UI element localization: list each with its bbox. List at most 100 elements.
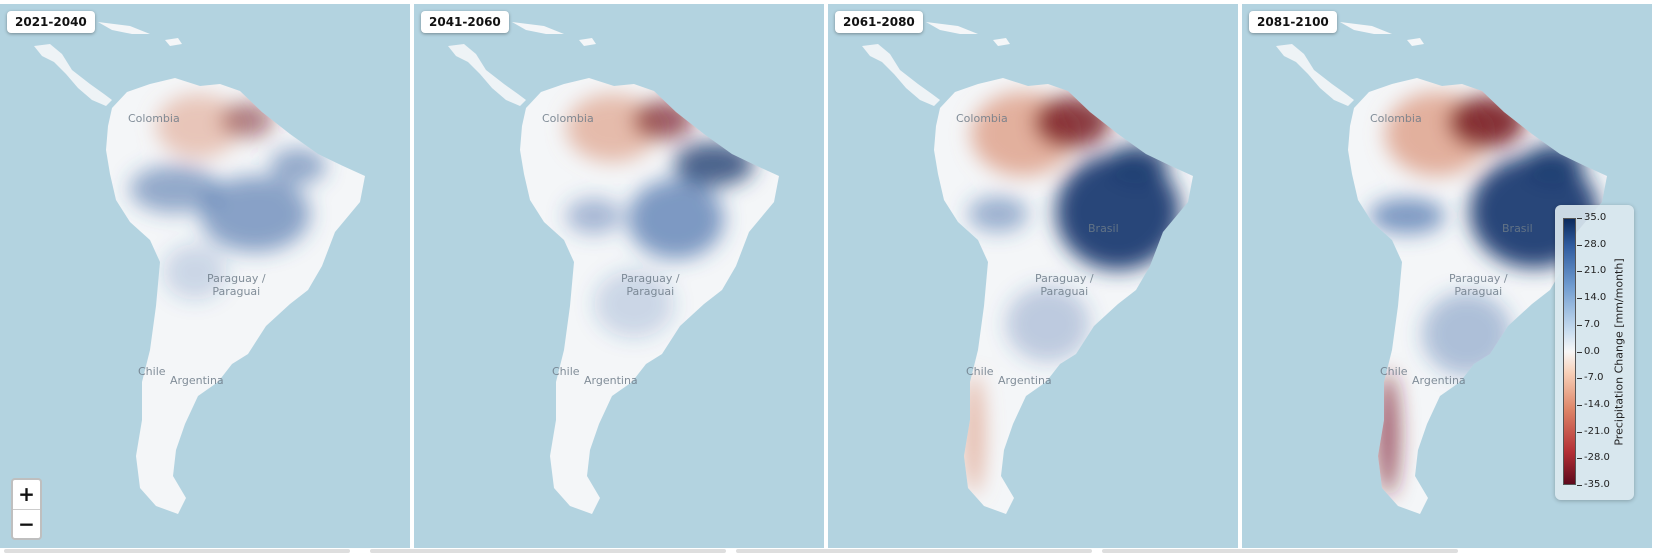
precipitation-anomaly bbox=[156, 94, 240, 158]
precipitation-anomaly bbox=[1056, 154, 1180, 270]
period-label: 2061-2080 bbox=[835, 11, 923, 33]
colorbar-tick-label: -21.0 bbox=[1584, 425, 1610, 437]
central-america bbox=[448, 44, 526, 106]
precipitation-anomaly bbox=[270, 148, 326, 184]
label-argentina: Argentina bbox=[998, 374, 1052, 387]
precipitation-anomaly bbox=[200, 176, 310, 252]
scrollbar-segment[interactable] bbox=[370, 549, 726, 553]
label-chile: Chile bbox=[966, 365, 994, 378]
central-america bbox=[1276, 44, 1354, 106]
caribbean-island bbox=[98, 22, 150, 34]
period-label: 2021-2040 bbox=[7, 11, 95, 33]
period-label: 2041-2060 bbox=[421, 11, 509, 33]
label-brasil: Brasil bbox=[1502, 222, 1533, 235]
map-canvas[interactable] bbox=[414, 4, 824, 548]
precipitation-anomaly bbox=[222, 102, 274, 138]
precipitation-anomaly bbox=[1449, 96, 1525, 148]
precipitation-anomaly bbox=[674, 142, 754, 186]
colorbar-tick bbox=[1577, 431, 1582, 433]
map-panel-1[interactable]: 2021-2040 Colombia Paraguay / Paraguai C… bbox=[0, 4, 410, 548]
precipitation-anomaly bbox=[1035, 96, 1111, 148]
label-argentina: Argentina bbox=[170, 374, 224, 387]
label-colombia: Colombia bbox=[956, 112, 1008, 125]
map-canvas[interactable] bbox=[828, 4, 1238, 548]
precipitation-anomaly bbox=[566, 198, 622, 234]
zoom-out-button[interactable]: − bbox=[18, 512, 35, 536]
label-argentina: Argentina bbox=[584, 374, 638, 387]
colorbar-tick bbox=[1577, 351, 1582, 353]
zoom-in-button[interactable]: + bbox=[18, 482, 35, 506]
colorbar-tick bbox=[1577, 271, 1582, 273]
scrollbar-segment[interactable] bbox=[736, 549, 1092, 553]
precipitation-overlay bbox=[130, 94, 326, 300]
scrollbar-segment[interactable] bbox=[4, 549, 350, 553]
colorbar-tick-label: 0.0 bbox=[1584, 345, 1600, 357]
precipitation-anomaly bbox=[1006, 286, 1090, 362]
caribbean-island bbox=[512, 22, 564, 34]
label-paraguay: Paraguay / Paraguai bbox=[207, 272, 266, 298]
label-colombia: Colombia bbox=[128, 112, 180, 125]
colorbar-tick-label: 14.0 bbox=[1584, 292, 1607, 304]
precipitation-anomaly bbox=[968, 196, 1028, 232]
precipitation-anomaly bbox=[1369, 198, 1445, 234]
central-america bbox=[34, 44, 112, 106]
caribbean-island bbox=[993, 38, 1010, 46]
colorbar-tick-label: -28.0 bbox=[1584, 452, 1610, 464]
colorbar-tick-label: 28.0 bbox=[1584, 238, 1607, 250]
map-panel-2[interactable]: 2041-2060 Colombia Paraguay / Paraguai C… bbox=[414, 4, 824, 548]
zoom-divider bbox=[13, 509, 40, 510]
colorbar-tick bbox=[1577, 298, 1582, 300]
label-chile: Chile bbox=[138, 365, 166, 378]
label-chile: Chile bbox=[552, 365, 580, 378]
colorbar-tick bbox=[1577, 458, 1582, 460]
precipitation-anomaly bbox=[1108, 144, 1168, 184]
precipitation-anomaly bbox=[566, 94, 658, 162]
caribbean-island bbox=[165, 38, 182, 46]
precipitation-anomaly bbox=[1422, 292, 1512, 376]
map-canvas[interactable] bbox=[0, 4, 410, 548]
colorbar-tick-label: 35.0 bbox=[1584, 212, 1607, 223]
colorbar-tick-label: 7.0 bbox=[1584, 318, 1600, 330]
label-argentina: Argentina bbox=[1412, 374, 1466, 387]
zoom-control: + − bbox=[11, 478, 42, 540]
colorbar-tick-label: -14.0 bbox=[1584, 398, 1610, 410]
label-paraguay: Paraguay / Paraguai bbox=[1449, 272, 1508, 298]
label-colombia: Colombia bbox=[1370, 112, 1422, 125]
map-panel-3[interactable]: 2061-2080 Colombia Paraguay / Paraguai C… bbox=[828, 4, 1238, 548]
precipitation-anomaly bbox=[130, 165, 220, 213]
central-america bbox=[862, 44, 940, 106]
label-brasil: Brasil bbox=[1088, 222, 1119, 235]
label-paraguay: Paraguay / Paraguai bbox=[621, 272, 680, 298]
colorbar-title: Precipitation Change [mm/month] bbox=[1612, 258, 1626, 446]
caribbean-island bbox=[1340, 22, 1392, 34]
precipitation-anomaly bbox=[628, 179, 724, 259]
map-canvas[interactable] bbox=[1242, 4, 1652, 548]
colorbar-legend: 35.0 28.0 21.0 14.0 7.0 0.0 -7.0 -14.0 -21.0 -28.… bbox=[1555, 205, 1634, 500]
precipitation-anomaly bbox=[163, 244, 227, 300]
period-label: 2081-2100 bbox=[1249, 11, 1337, 33]
precipitation-overlay bbox=[1369, 92, 1598, 496]
precipitation-overlay bbox=[566, 94, 754, 338]
colorbar-tick-label: -7.0 bbox=[1584, 372, 1604, 384]
colorbar-tick-label: -35.0 bbox=[1584, 479, 1610, 490]
caribbean-island bbox=[926, 22, 978, 34]
colorbar-tick bbox=[1577, 404, 1582, 406]
colorbar-tick bbox=[1577, 218, 1582, 219]
precipitation-anomaly bbox=[1524, 144, 1584, 184]
label-chile: Chile bbox=[1380, 365, 1408, 378]
colorbar bbox=[1563, 218, 1576, 485]
colorbar-tick-label: 21.0 bbox=[1584, 265, 1607, 277]
label-paraguay: Paraguay / Paraguai bbox=[1035, 272, 1094, 298]
caribbean-island bbox=[1407, 38, 1424, 46]
caribbean-island bbox=[579, 38, 596, 46]
precipitation-anomaly bbox=[594, 270, 674, 338]
label-colombia: Colombia bbox=[542, 112, 594, 125]
colorbar-tick bbox=[1577, 378, 1582, 380]
precipitation-anomaly bbox=[634, 100, 694, 140]
colorbar-tick bbox=[1577, 244, 1582, 246]
precipitation-anomaly bbox=[964, 374, 984, 494]
scrollbar-segment[interactable] bbox=[1102, 549, 1458, 553]
colorbar-tick bbox=[1577, 324, 1582, 326]
precipitation-anomaly bbox=[1377, 372, 1399, 496]
colorbar-tick bbox=[1577, 485, 1582, 486]
